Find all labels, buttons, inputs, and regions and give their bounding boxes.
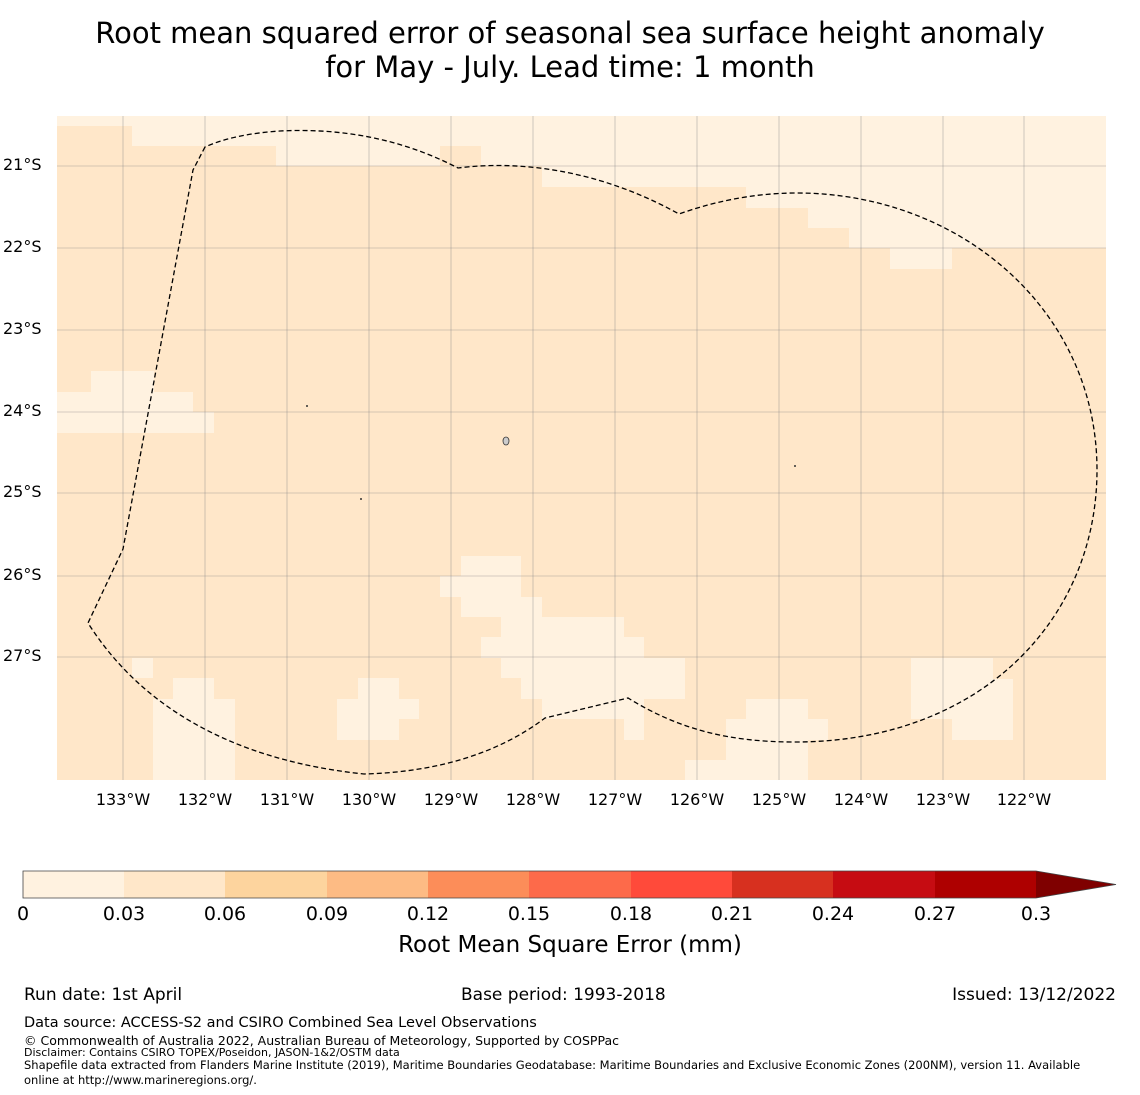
lon-label-123w: 123°W [915,790,971,809]
lat-label-24s: 24°S [3,401,42,420]
colorbar-extend-arrow [1036,871,1116,898]
colorbar-bin-5 [529,871,631,898]
lat-label-25s: 25°S [3,482,42,501]
base-period: Base period: 1993-2018 [461,985,666,1005]
colorbar-bin-1 [124,871,225,898]
copyright-notice: © Commonwealth of Australia 2022, Austra… [24,1033,619,1048]
lon-label-127w: 127°W [587,790,643,809]
rmse-map [22,116,1117,899]
lat-label-27s: 27°S [3,646,42,665]
colorbar-bin-7 [732,871,833,898]
lon-label-128w: 128°W [505,790,561,809]
lon-label-125w: 125°W [751,790,807,809]
colorbar-tick: 0.27 [913,903,957,925]
colorbar [22,870,1117,899]
lon-label-130w: 130°W [341,790,397,809]
lon-label-122w: 122°W [996,790,1052,809]
map-title-line-2: for May - July. Lead time: 1 month [325,50,815,84]
eez-boundary [87,129,1098,775]
colorbar-tick: 0.15 [507,903,551,925]
colorbar-tick: 0.09 [305,903,349,925]
island-marker [306,405,308,407]
lat-label-22s: 22°S [3,237,42,256]
island-marker [360,498,362,500]
colorbar-tick: 0.03 [102,903,146,925]
colorbar-tick: 0.12 [406,903,450,925]
colorbar-outline [22,870,1117,899]
shapefile-credit-line-1: Shapefile data extracted from Flanders M… [24,1058,1081,1072]
island-marker [502,436,510,446]
lon-label-129w: 129°W [423,790,479,809]
shapefile-credit-line-2: online at http://www.marineregions.org/. [24,1073,257,1087]
lat-label-26s: 26°S [3,565,42,584]
lon-label-124w: 124°W [833,790,889,809]
lat-label-23s: 23°S [3,319,42,338]
map-title-line-1: Root mean squared error of seasonal sea … [95,16,1045,50]
colorbar-tick: 0.24 [811,903,855,925]
lon-label-131w: 131°W [259,790,315,809]
colorbar-tick: 0.21 [710,903,754,925]
colorbar-bin-3 [327,871,428,898]
colorbar-tick: 0.3 [1020,903,1052,925]
colorbar-bin-8 [833,871,935,898]
colorbar-bin-0 [23,871,124,898]
lon-label-126w: 126°W [669,790,725,809]
graticule [57,116,1106,780]
lat-label-21s: 21°S [3,155,42,174]
lon-label-133w: 133°W [95,790,151,809]
run-date: Run date: 1st April [24,985,183,1005]
island-marker [794,465,796,467]
colorbar-bin-6 [631,871,732,898]
lon-label-132w: 132°W [177,790,233,809]
data-source: Data source: ACCESS-S2 and CSIRO Combine… [24,1015,537,1031]
colorbar-bin-2 [225,871,327,898]
disclaimer: Disclaimer: Contains CSIRO TOPEX/Poseido… [24,1046,400,1059]
low-error-cells [57,116,1106,780]
colorbar-label: Root Mean Square Error (mm) [398,932,742,958]
colorbar-tick: 0.06 [203,903,247,925]
colorbar-bin-4 [428,871,529,898]
colorbar-tick: 0.18 [609,903,653,925]
colorbar-tick: 0 [16,903,30,925]
issued-date: Issued: 13/12/2022 [952,985,1116,1005]
colorbar-bin-9 [935,871,1036,898]
